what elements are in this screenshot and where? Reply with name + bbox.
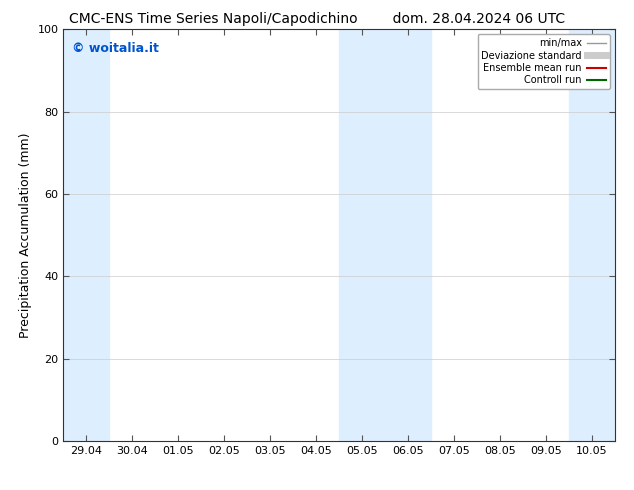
Text: © woitalia.it: © woitalia.it	[72, 42, 158, 55]
Text: CMC-ENS Time Series Napoli/Capodichino        dom. 28.04.2024 06 UTC: CMC-ENS Time Series Napoli/Capodichino d…	[69, 12, 565, 26]
Y-axis label: Precipitation Accumulation (mm): Precipitation Accumulation (mm)	[19, 132, 32, 338]
Bar	[63, 29, 110, 441]
Legend: min/max, Deviazione standard, Ensemble mean run, Controll run: min/max, Deviazione standard, Ensemble m…	[477, 34, 610, 89]
Bar	[569, 29, 634, 441]
Bar	[339, 29, 431, 441]
